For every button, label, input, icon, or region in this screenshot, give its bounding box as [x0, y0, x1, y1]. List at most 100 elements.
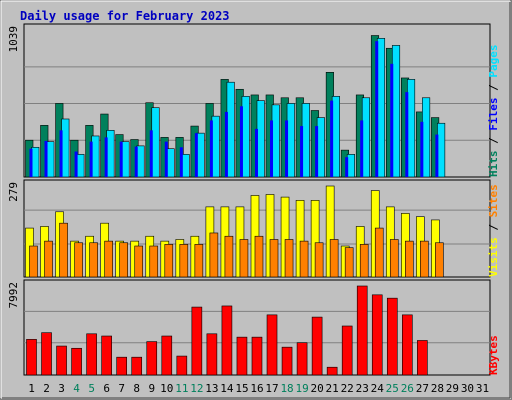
day-label-15: 15: [235, 382, 248, 395]
bar-pages-day-2: [46, 141, 55, 178]
bar-pages-day-1: [31, 146, 40, 178]
day-label-8: 8: [133, 382, 140, 395]
bar-sites-day-4: [74, 242, 83, 278]
bar-kbytes-day-19: [296, 342, 308, 376]
bar-files-day-25: [390, 63, 394, 178]
bar-sites-day-11: [179, 244, 189, 278]
legend-item-files: Files: [487, 98, 500, 131]
bar-kbytes-day-25: [386, 297, 398, 376]
bar-kbytes-day-13: [206, 333, 218, 376]
day-label-23: 23: [356, 382, 369, 395]
day-label-14: 14: [220, 382, 234, 395]
legend-separator: /: [487, 217, 500, 237]
day-label-4: 4: [73, 382, 80, 395]
bar-kbytes-day-16: [251, 336, 263, 376]
panel-kbytes: 7992 KBytes: [7, 279, 500, 376]
day-label-9: 9: [148, 382, 155, 395]
legend-separator: /: [487, 78, 500, 98]
bar-files-day-22: [345, 157, 349, 177]
day-label-22: 22: [341, 382, 354, 395]
bar-pages-day-10: [166, 148, 175, 178]
bar-files-day-23: [360, 120, 364, 177]
bar-sites-day-2: [44, 240, 53, 278]
bar-pages-day-21: [331, 96, 340, 178]
bar-kbytes-day-24: [371, 294, 383, 376]
legend-hits: Hits / Files / Pages: [487, 45, 500, 178]
y-max-label: 7992: [7, 282, 20, 309]
bar-sites-day-7: [119, 242, 128, 278]
bar-kbytes-day-11: [176, 355, 188, 376]
panel-visits: 279 Visits / Sites: [7, 179, 500, 278]
day-label-7: 7: [118, 382, 125, 395]
bar-pages-day-20: [316, 117, 325, 178]
bar-files-day-2: [44, 140, 48, 177]
bar-kbytes-day-23: [356, 285, 368, 376]
bar-kbytes-day-2: [41, 332, 52, 376]
bar-pages-day-14: [226, 81, 235, 178]
bar-kbytes-day-14: [221, 305, 233, 376]
bar-sites-day-26: [405, 240, 414, 278]
bar-files-day-12: [194, 133, 198, 177]
legend-item-sites: Sites: [487, 184, 500, 217]
bar-sites-day-17: [269, 239, 279, 278]
bar-files-day-27: [420, 121, 424, 177]
bar-sites-day-25: [389, 239, 399, 278]
x-axis-day-labels: 1 2 3 4 5 6 7 8 9 10 11 12 13 14 15 16 17 18 19 20 21 22 23 24 2…: [28, 382, 489, 395]
bar-pages-day-18: [286, 103, 295, 178]
bar-kbytes-day-1: [26, 339, 37, 376]
bar-pages-day-16: [256, 100, 265, 178]
bar-pages-day-15: [241, 96, 250, 178]
bar-sites-day-23: [359, 244, 369, 278]
day-label-18: 18: [280, 382, 293, 395]
bar-files-day-18: [285, 120, 289, 177]
bar-kbytes-day-6: [101, 335, 112, 376]
y-max-label: 1039: [7, 26, 20, 53]
bar-files-day-3: [59, 130, 63, 177]
bar-kbytes-day-18: [281, 346, 293, 376]
day-label-2: 2: [43, 382, 50, 395]
day-label-11: 11: [175, 382, 188, 395]
bar-kbytes-day-12: [191, 306, 203, 376]
bar-kbytes-day-3: [56, 345, 67, 376]
bar-pages-day-11: [181, 154, 190, 178]
bar-sites-day-20: [314, 242, 324, 278]
day-label-16: 16: [250, 382, 263, 395]
legend-item-pages: Pages: [487, 45, 500, 78]
bar-kbytes-day-20: [311, 316, 323, 376]
day-label-12: 12: [190, 382, 203, 395]
bar-kbytes-day-7: [116, 356, 127, 376]
day-label-10: 10: [160, 382, 173, 395]
bar-files-day-10: [164, 141, 168, 177]
day-label-31: 31: [476, 382, 489, 395]
panel-hits: 1039 Hits / Files / Pages: [7, 23, 500, 178]
bar-kbytes-day-10: [161, 335, 173, 376]
bar-sites-day-15: [239, 239, 249, 278]
y-max-label: 279: [7, 182, 20, 202]
bar-kbytes-day-5: [86, 333, 97, 376]
bar-pages-day-12: [196, 132, 205, 178]
bar-pages-day-8: [136, 145, 145, 178]
bar-files-day-9: [149, 130, 153, 177]
day-label-24: 24: [371, 382, 385, 395]
bar-files-day-26: [405, 92, 409, 177]
bar-sites-day-9: [149, 245, 159, 278]
bar-sites-day-6: [104, 240, 113, 278]
bar-sites-day-18: [284, 239, 294, 278]
day-label-29: 29: [446, 382, 459, 395]
bar-sites-day-21: [329, 239, 339, 278]
bar-sites-day-27: [420, 240, 429, 278]
bar-sites-day-14: [224, 235, 234, 278]
bar-files-day-14: [224, 111, 228, 177]
legend-kbytes: KBytes: [487, 335, 500, 375]
bar-pages-day-4: [76, 154, 85, 178]
bar-pages-day-6: [106, 130, 115, 178]
day-label-25: 25: [386, 382, 399, 395]
bar-files-day-17: [270, 120, 274, 177]
bar-pages-day-9: [151, 107, 160, 178]
bar-sites-day-3: [59, 222, 68, 278]
bar-files-day-16: [254, 128, 258, 177]
legend-separator: /: [487, 131, 500, 151]
bar-files-day-8: [134, 146, 138, 177]
chart-panels: 1039 Hits / Files / Pages 279 Visits / Site…: [7, 23, 500, 376]
bar-files-day-24: [375, 41, 379, 177]
